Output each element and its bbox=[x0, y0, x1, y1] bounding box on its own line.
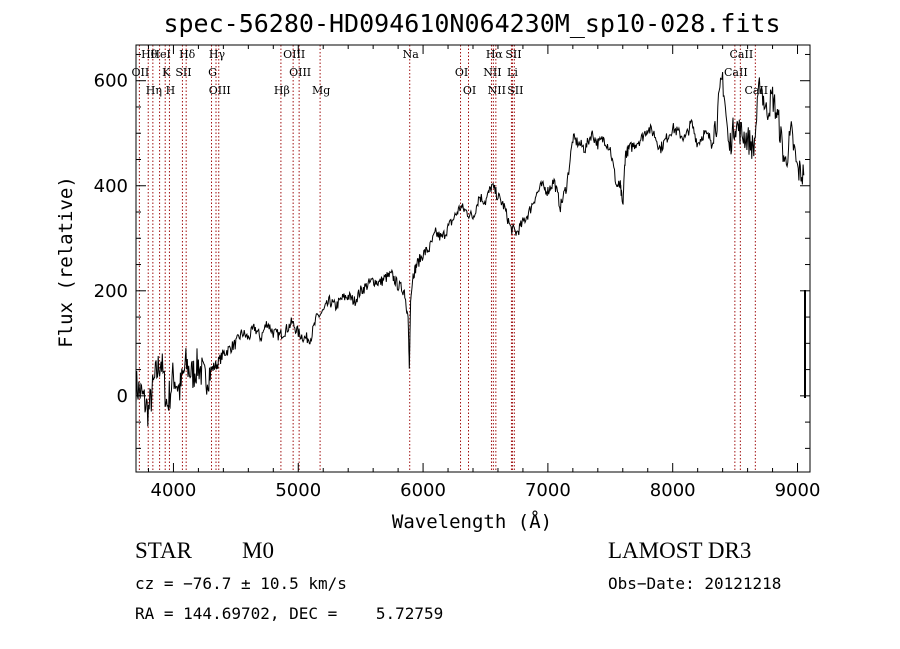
spectrum-series bbox=[135, 71, 805, 427]
y-tick-label: 200 bbox=[94, 281, 128, 302]
plot-frame bbox=[135, 44, 811, 473]
line-label: OI bbox=[455, 66, 468, 79]
x-tick-label: 8000 bbox=[650, 480, 696, 501]
line-label: CaII bbox=[744, 84, 768, 97]
x-tick-label: 5000 bbox=[275, 480, 321, 501]
line-label: Hβ bbox=[274, 84, 290, 97]
line-label: CaII bbox=[724, 66, 748, 79]
x-tick-label: 6000 bbox=[400, 480, 446, 501]
subclass-label: M0 bbox=[242, 538, 274, 563]
line-label: OII bbox=[132, 66, 150, 79]
x-axis-label: Wavelength (Å) bbox=[392, 510, 552, 533]
y-tick-label: 0 bbox=[117, 386, 128, 407]
class-label: STAR bbox=[135, 538, 192, 563]
survey-label: LAMOST DR3 bbox=[608, 538, 752, 563]
axis-ticks: 4000 5000 6000 7000 8000 9000 0 200 400 600 bbox=[94, 45, 821, 501]
line-label: OIII bbox=[283, 48, 305, 61]
line-label: Li bbox=[507, 66, 518, 79]
redshift-text: cz = −76.7 ± 10.5 km/s bbox=[135, 574, 347, 593]
line-label: Mg bbox=[312, 84, 330, 97]
line-label: Na bbox=[403, 48, 420, 61]
spectrum-line bbox=[135, 71, 805, 427]
line-label: SII bbox=[507, 84, 523, 97]
line-label: HeI bbox=[150, 48, 170, 61]
line-label: Hγ bbox=[209, 48, 226, 61]
line-label: CaII bbox=[730, 48, 754, 61]
x-tick-label: 7000 bbox=[525, 480, 571, 501]
line-label: H bbox=[166, 84, 176, 97]
line-label: Hδ bbox=[179, 48, 196, 61]
line-label: G bbox=[208, 66, 217, 79]
y-tick-label: 600 bbox=[94, 71, 128, 92]
line-label: Hθ bbox=[141, 48, 158, 61]
chart-title: spec-56280-HD094610N064230M_sp10-028.fit… bbox=[163, 9, 780, 38]
line-label: Hη bbox=[146, 84, 162, 97]
emission-lines bbox=[138, 45, 756, 472]
coordinates-text: RA = 144.69702, DEC = 5.72759 bbox=[135, 604, 444, 623]
line-label: SII bbox=[175, 66, 191, 79]
line-label: K bbox=[162, 66, 171, 79]
line-label: NII bbox=[488, 84, 506, 97]
x-tick-label: 4000 bbox=[151, 480, 197, 501]
line-label: SII bbox=[505, 48, 521, 61]
obs-date-text: Obs−Date: 20121218 bbox=[608, 574, 782, 593]
y-tick-label: 400 bbox=[94, 176, 128, 197]
line-label: OI bbox=[463, 84, 476, 97]
line-label: OIII bbox=[209, 84, 231, 97]
x-tick-label: 9000 bbox=[775, 480, 821, 501]
line-label: OIII bbox=[289, 66, 311, 79]
line-label: Hα bbox=[486, 48, 504, 61]
line-labels: HθOIIHηHeIKHHδSIIOIIIHγGHβOIIIOIIIMgNaOI… bbox=[132, 48, 769, 97]
y-axis-label: Flux (relative) bbox=[55, 176, 77, 348]
line-label: NII bbox=[483, 66, 501, 79]
